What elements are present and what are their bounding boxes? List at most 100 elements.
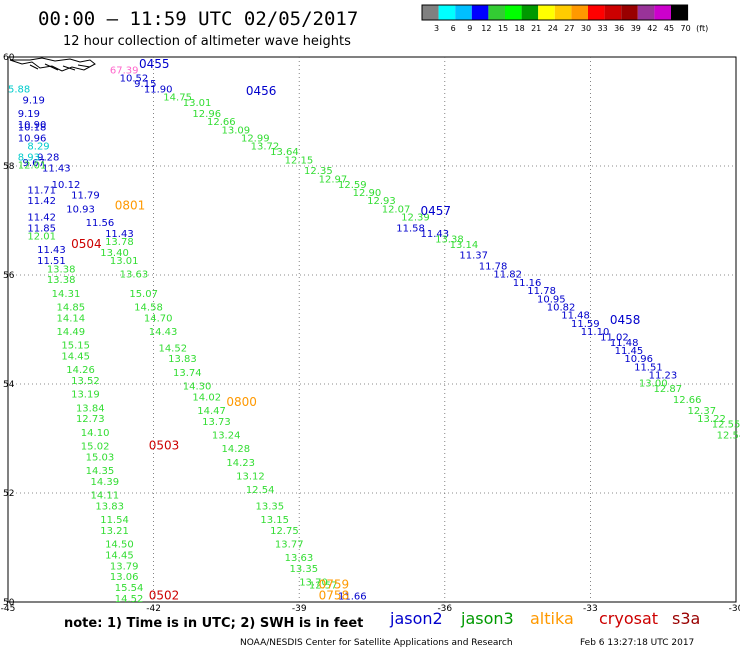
wave-height-point: 13.79 [110, 561, 139, 572]
colorbar-label: 33 [598, 24, 608, 33]
colorbar-label: 18 [515, 24, 525, 33]
coastline [9, 57, 96, 72]
colorbar-label: (ft) [696, 24, 708, 33]
wave-height-point: 13.83 [95, 501, 124, 512]
wave-height-point: 14.23 [226, 458, 255, 469]
wave-height-point: 9.19 [23, 95, 45, 106]
colorbar-label: 3 [434, 24, 439, 33]
colorbar: 3 6 9 12 15 18 21 24 27 30 33 36 39 42 45 70 (ft) [421, 4, 708, 33]
wave-height-point: 9.15 [134, 79, 156, 90]
wave-height-point: 12.73 [76, 414, 105, 425]
wave-height-point: 12.35 [304, 166, 333, 177]
legend-entry: cryosat [599, 609, 658, 628]
legend-entry: s3a [672, 609, 700, 628]
wave-height-point: 11.71 [27, 185, 56, 196]
wave-height-point: 5.88 [8, 84, 30, 95]
wave-height-point: 11.43 [421, 229, 450, 240]
wave-height-point: 13.22 [697, 414, 726, 425]
wave-height-point: 13.77 [275, 540, 304, 551]
chart-title: 00:00 — 11:59 UTC 02/05/2017 [38, 8, 358, 30]
pass-time-label: 0504 [71, 237, 102, 251]
x-tick-label: -33 [583, 604, 598, 614]
x-tick-label: -39 [292, 604, 307, 614]
wave-height-point: 10.95 [537, 294, 566, 305]
wave-height-point: 11.48 [610, 338, 639, 349]
wave-height-point: 12.37 [687, 406, 716, 417]
wave-height-point: 12.55 [712, 420, 740, 431]
wave-height-point: 15.03 [86, 452, 115, 463]
wave-height-point: 11.66 [338, 591, 367, 602]
wave-height-point: 12.07 [382, 204, 411, 215]
wave-height-point: 14.45 [105, 550, 134, 561]
wave-height-point: 14.43 [149, 327, 178, 338]
plot-frame [7, 56, 737, 603]
wave-height-point: 13.38 [47, 275, 76, 286]
wave-height-point: 12.96 [192, 109, 221, 120]
wave-height-point: 13.38 [47, 264, 76, 275]
colorbar-swatch [488, 5, 505, 20]
wave-height-point: 10.18 [18, 123, 47, 134]
colorbar-label: 39 [631, 24, 641, 33]
wave-height-point: 14.75 [163, 93, 192, 104]
wave-height-point: 9.67 [23, 158, 45, 169]
y-tick-label: 54 [3, 380, 15, 390]
colorbar-swatch [422, 5, 439, 20]
y-tick-labels: 50 52 54 56 58 60 [3, 53, 15, 608]
wave-height-point: 14.85 [57, 302, 86, 313]
wave-height-point: 12.01 [27, 232, 56, 243]
wave-height-point: 11.51 [634, 362, 663, 373]
wave-height-point: 12.87 [653, 384, 682, 395]
x-tick-labels: -45 -42 -39 -36 -33 -30 [1, 604, 740, 614]
wave-height-point: 12.59 [338, 180, 367, 191]
colorbar-label: 27 [564, 24, 574, 33]
x-tick-label: -42 [146, 604, 161, 614]
pass-time-label: 0759 [319, 577, 350, 591]
wave-height-point: 13.01 [183, 98, 212, 109]
colorbar-swatch [571, 5, 588, 20]
wave-height-point: 14.50 [105, 540, 134, 551]
wave-height-point: 10.96 [18, 133, 47, 144]
wave-height-point: 15.54 [115, 583, 144, 594]
wave-height-point: 11.82 [493, 270, 522, 281]
wave-height-point: 15.02 [81, 441, 110, 452]
wave-height-point: 13.09 [222, 125, 251, 136]
colorbar-swatch [538, 5, 555, 20]
legend-entry: jason2 [389, 609, 443, 628]
wave-height-point: 12.66 [207, 117, 236, 128]
wave-height-point: 15.07 [129, 289, 158, 300]
coastline-detail [29, 63, 91, 71]
wave-height-point: 13.35 [256, 501, 285, 512]
wave-height-point: 14.49 [57, 327, 86, 338]
colorbar-swatch [637, 5, 655, 20]
wave-height-point: 11.59 [571, 319, 600, 330]
wave-height-point: 14.30 [183, 381, 212, 392]
wave-height-point: 14.35 [86, 466, 115, 477]
wave-height-point: 13.19 [71, 390, 100, 401]
wave-height-point: 15.15 [61, 341, 90, 352]
colorbar-label: 9 [467, 24, 472, 33]
wave-height-point: 11.78 [479, 262, 508, 273]
wave-height-point: 13.06 [110, 572, 139, 583]
wave-height-point: 12.99 [241, 133, 270, 144]
colorbar-swatch [554, 5, 572, 20]
wave-height-point: 11.43 [42, 163, 71, 174]
wave-height-point: 12.97 [319, 174, 348, 185]
wave-height-point: 13.40 [100, 248, 129, 259]
wave-height-point: 13.01 [110, 256, 139, 267]
wave-height-point: 13.14 [450, 240, 479, 251]
wave-height-point: 14.26 [66, 365, 95, 376]
wave-height-point: 14.11 [91, 490, 120, 501]
y-tick-label: 58 [3, 162, 15, 172]
wave-height-point: 11.56 [86, 218, 115, 229]
data-points: 10.529.1511.909.199.1910.9010.1810.969.2… [8, 65, 740, 605]
wave-height-point: 14.39 [91, 477, 120, 488]
colorbar-label: 30 [581, 24, 591, 33]
colorbar-swatch [604, 5, 622, 20]
colorbar-label: 21 [531, 24, 541, 33]
wave-height-point: 11.42 [27, 213, 56, 224]
colorbar-label: 36 [614, 24, 624, 33]
wave-height-point: 13.84 [76, 403, 105, 414]
